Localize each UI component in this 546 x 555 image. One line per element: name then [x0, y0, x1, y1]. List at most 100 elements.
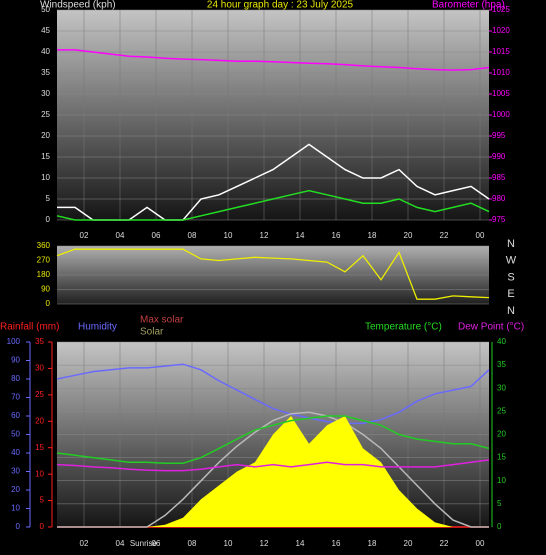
- x-tick-label: 08: [188, 539, 197, 548]
- y3-tick-label: 30: [35, 364, 44, 373]
- sunrise-label: Sunrise: [130, 539, 158, 548]
- x-tick-label: 20: [404, 231, 413, 240]
- series-line: [57, 49, 490, 71]
- x-tick-label: 10: [224, 231, 233, 240]
- y-tick-label: 15: [41, 152, 50, 161]
- x-tick-label: 06: [152, 539, 161, 548]
- y-tick-label: 45: [41, 26, 50, 35]
- y3-tick-label: 25: [35, 390, 44, 399]
- y-tick-label: 70: [11, 393, 20, 402]
- direction-label: W: [506, 255, 517, 267]
- y3-tick-label: 0: [40, 522, 45, 531]
- x-tick-label: 22: [440, 231, 449, 240]
- series-label: Humidity: [78, 322, 117, 333]
- y-tick-label: 50: [41, 5, 50, 14]
- y-tick-label: 270: [37, 256, 51, 265]
- x-tick-label: 00: [476, 231, 485, 240]
- direction-label: E: [507, 288, 514, 300]
- y2-tick-label: 1015: [492, 47, 510, 56]
- x-tick-label: 10: [224, 539, 233, 548]
- x-tick-label: 14: [296, 539, 305, 548]
- y2-tick-label: 1020: [492, 26, 510, 35]
- y3-tick-label: 35: [35, 337, 44, 346]
- y-tick-label: 35: [41, 68, 50, 77]
- series-label: Max solar: [140, 315, 184, 326]
- y2-tick-label: 25: [497, 406, 506, 415]
- y2-tick-label: 995: [492, 131, 506, 140]
- direction-label: N: [507, 238, 515, 250]
- y-tick-label: 0: [16, 522, 21, 531]
- y2-tick-label: 980: [492, 194, 506, 203]
- x-tick-label: 08: [188, 231, 197, 240]
- series-label: Temperature (°C): [365, 322, 442, 333]
- x-tick-label: 16: [332, 231, 341, 240]
- y-tick-label: 20: [11, 485, 20, 494]
- chart-title: 24 hour graph day : 23 July 2025: [207, 0, 354, 11]
- y-tick-label: 25: [41, 110, 50, 119]
- x-tick-label: 12: [260, 231, 269, 240]
- x-tick-label: 02: [80, 231, 89, 240]
- series-line: [56, 415, 490, 464]
- y2-tick-label: 975: [492, 215, 506, 224]
- y2-tick-label: 0: [497, 522, 502, 531]
- y2-tick-label: 5: [497, 499, 502, 508]
- series-label: Dew Point (°C): [458, 322, 524, 333]
- y3-tick-label: 15: [35, 443, 44, 452]
- x-tick-label: 04: [116, 231, 125, 240]
- x-tick-label: 06: [152, 231, 161, 240]
- series-line: [56, 189, 490, 221]
- y2-tick-label: 985: [492, 173, 506, 182]
- y2-tick-label: 1000: [492, 110, 510, 119]
- y2-tick-label: 40: [497, 337, 506, 346]
- y-tick-label: 0: [46, 215, 51, 224]
- direction-label: S: [507, 271, 514, 283]
- series-line: [56, 248, 490, 300]
- y3-tick-label: 10: [35, 469, 44, 478]
- series-label: Rainfall (mm): [0, 322, 59, 333]
- y2-tick-label: 990: [492, 152, 506, 161]
- x-tick-label: 12: [260, 539, 269, 548]
- x-tick-label: 18: [368, 539, 377, 548]
- series-line: [56, 363, 490, 425]
- y-tick-label: 50: [11, 430, 20, 439]
- solar-area: [57, 416, 489, 527]
- y-tick-label: 30: [41, 89, 50, 98]
- y-tick-label: 90: [41, 285, 50, 294]
- y2-tick-label: 1025: [492, 5, 510, 14]
- y2-tick-label: 35: [497, 360, 506, 369]
- y-tick-label: 180: [37, 270, 51, 279]
- x-tick-label: 14: [296, 231, 305, 240]
- y2-tick-label: 20: [497, 430, 506, 439]
- y-tick-label: 20: [41, 131, 50, 140]
- y2-tick-label: 10: [497, 476, 506, 485]
- y-tick-label: 30: [11, 467, 20, 476]
- y2-tick-label: 1010: [492, 68, 510, 77]
- x-tick-label: 16: [332, 539, 341, 548]
- x-tick-label: 22: [440, 539, 449, 548]
- y2-tick-label: 30: [497, 383, 506, 392]
- y-tick-label: 0: [46, 299, 51, 308]
- series-line: [56, 459, 490, 472]
- y2-tick-label: 1005: [492, 89, 510, 98]
- y-tick-label: 90: [11, 356, 20, 365]
- direction-label: N: [507, 305, 515, 317]
- y-tick-label: 40: [11, 448, 20, 457]
- y-tick-label: 10: [41, 173, 50, 182]
- series-label: Solar: [140, 327, 164, 338]
- y-tick-label: 80: [11, 374, 20, 383]
- x-tick-label: 18: [368, 231, 377, 240]
- y-tick-label: 5: [46, 194, 51, 203]
- wind-label: Windspeed (kph): [40, 0, 116, 11]
- x-tick-label: 02: [80, 539, 89, 548]
- baro-label: Barometer (hpa): [432, 0, 505, 11]
- y3-tick-label: 20: [35, 416, 44, 425]
- y2-tick-label: 15: [497, 453, 506, 462]
- y-tick-label: 60: [11, 411, 20, 420]
- x-tick-label: 20: [404, 539, 413, 548]
- y-tick-label: 40: [41, 47, 50, 56]
- y-tick-label: 10: [11, 504, 20, 513]
- y-tick-label: 100: [7, 337, 21, 346]
- y-tick-label: 360: [37, 241, 51, 250]
